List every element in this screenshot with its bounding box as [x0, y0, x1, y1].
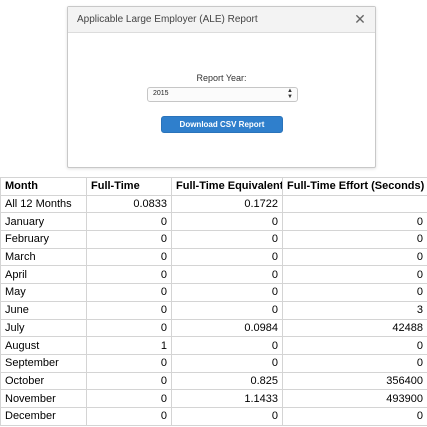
table-header-row: Month Full-Time Full-Time Equivalent Ful…: [0, 177, 427, 196]
header-month: Month: [0, 177, 87, 196]
month-cell: July: [0, 318, 87, 338]
full-time-equivalent-cell: 0: [171, 230, 283, 249]
full-time-equivalent-cell: 0: [171, 300, 283, 320]
table-row: July 0 0.0984 42488: [0, 318, 427, 338]
full-time-equivalent-cell: 0: [171, 212, 283, 232]
full-time-effort-cell: 3: [282, 300, 427, 320]
table-row: All 12 Months 0.0833 0.1722: [0, 194, 427, 214]
full-time-effort-cell: 0: [282, 336, 427, 355]
close-icon[interactable]: ✕: [354, 11, 366, 27]
full-time-equivalent-cell: 0.825: [171, 371, 283, 391]
full-time-effort-cell: 493900: [282, 389, 427, 408]
month-cell: November: [0, 389, 87, 408]
table-row: August 1 0 0: [0, 336, 427, 355]
full-time-equivalent-cell: 0: [171, 283, 283, 302]
header-full-time-effort: Full-Time Effort (Seconds): [282, 177, 427, 196]
table-row: May 0 0 0: [0, 283, 427, 302]
full-time-effort-cell: 0: [282, 353, 427, 373]
full-time-cell: 0: [86, 389, 172, 408]
report-year-label: Report Year:: [196, 73, 247, 83]
month-cell: All 12 Months: [0, 194, 87, 214]
full-time-equivalent-cell: 0.0984: [171, 318, 283, 338]
dialog-header: Applicable Large Employer (ALE) Report ✕: [68, 7, 375, 33]
select-arrows-icon: ▲ ▼: [287, 88, 293, 100]
month-cell: January: [0, 212, 87, 232]
full-time-effort-cell: 0: [282, 265, 427, 285]
full-time-cell: 0: [86, 230, 172, 249]
dialog-title: Applicable Large Employer (ALE) Report: [77, 14, 258, 25]
month-cell: February: [0, 230, 87, 249]
full-time-cell: 0: [86, 353, 172, 373]
full-time-equivalent-cell: 0: [171, 265, 283, 285]
report-year-value: 2015: [153, 90, 169, 97]
report-year-select[interactable]: 2015 ▲ ▼: [147, 87, 298, 102]
table-row: March 0 0 0: [0, 247, 427, 267]
table-row: October 0 0.825 356400: [0, 371, 427, 391]
table-row: December 0 0 0: [0, 406, 427, 426]
full-time-cell: 0: [86, 283, 172, 302]
full-time-cell: 0.0833: [86, 194, 172, 214]
full-time-cell: 0: [86, 371, 172, 391]
table-row: April 0 0 0: [0, 265, 427, 285]
full-time-cell: 0: [86, 406, 172, 426]
ale-report-dialog: Applicable Large Employer (ALE) Report ✕…: [67, 6, 376, 168]
month-cell: May: [0, 283, 87, 302]
full-time-equivalent-cell: 0: [171, 406, 283, 426]
month-cell: March: [0, 247, 87, 267]
table-row: February 0 0 0: [0, 230, 427, 249]
full-time-effort-cell: 0: [282, 406, 427, 426]
table-row: September 0 0 0: [0, 353, 427, 373]
header-full-time-equivalent: Full-Time Equivalent: [171, 177, 283, 196]
full-time-equivalent-cell: 0: [171, 336, 283, 355]
full-time-effort-cell: [282, 194, 427, 214]
download-csv-button[interactable]: Download CSV Report: [161, 116, 283, 133]
month-cell: August: [0, 336, 87, 355]
full-time-equivalent-cell: 0: [171, 353, 283, 373]
full-time-cell: 0: [86, 265, 172, 285]
header-full-time: Full-Time: [86, 177, 172, 196]
full-time-equivalent-cell: 1.1433: [171, 389, 283, 408]
full-time-effort-cell: 0: [282, 212, 427, 232]
table-row: June 0 0 3: [0, 300, 427, 320]
month-cell: September: [0, 353, 87, 373]
month-cell: June: [0, 300, 87, 320]
full-time-effort-cell: 0: [282, 283, 427, 302]
ale-report-table: Month Full-Time Full-Time Equivalent Ful…: [0, 177, 427, 426]
table-row: November 0 1.1433 493900: [0, 389, 427, 408]
full-time-cell: 0: [86, 318, 172, 338]
full-time-cell: 0: [86, 247, 172, 267]
month-cell: December: [0, 406, 87, 426]
full-time-effort-cell: 0: [282, 247, 427, 267]
full-time-equivalent-cell: 0.1722: [171, 194, 283, 214]
full-time-cell: 1: [86, 336, 172, 355]
month-cell: October: [0, 371, 87, 391]
full-time-cell: 0: [86, 212, 172, 232]
full-time-equivalent-cell: 0: [171, 247, 283, 267]
full-time-effort-cell: 356400: [282, 371, 427, 391]
full-time-cell: 0: [86, 300, 172, 320]
full-time-effort-cell: 42488: [282, 318, 427, 338]
full-time-effort-cell: 0: [282, 230, 427, 249]
table-row: January 0 0 0: [0, 212, 427, 232]
month-cell: April: [0, 265, 87, 285]
